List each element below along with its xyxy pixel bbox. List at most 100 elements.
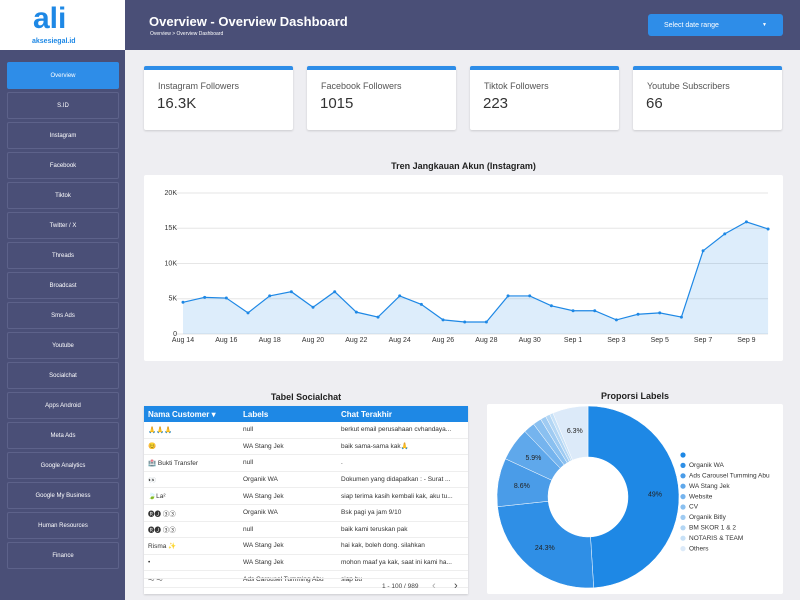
pie-slice <box>552 405 589 461</box>
table-row: • WA Stang Jek mohon maaf ya kak, saat ini… <box>144 554 468 572</box>
point <box>679 315 683 319</box>
point <box>506 294 510 298</box>
pie-chart-title: Proporsi Labels <box>600 391 670 401</box>
nav-item[interactable]: Threads <box>7 242 119 269</box>
slice-label: 8.6% <box>514 483 530 490</box>
point <box>701 249 705 253</box>
point <box>203 295 207 299</box>
nav-item[interactable]: Meta Ads <box>7 422 119 449</box>
legend-label: NOTARIS & TEAM <box>689 535 743 542</box>
point <box>268 294 272 298</box>
stat-card: Facebook Followers 1015 <box>307 66 456 130</box>
slice-label: 5.9% <box>525 455 541 462</box>
column-header: Labels <box>239 406 337 422</box>
legend-marker <box>680 462 686 468</box>
legend-marker <box>680 483 686 489</box>
nav-item[interactable]: Human Resources <box>7 512 119 539</box>
point <box>354 310 358 314</box>
table-cell: 🍃La² <box>144 487 239 505</box>
card-label: Youtube Subscribers <box>647 81 730 91</box>
y-tick-label: 0 <box>173 331 177 338</box>
legend-label: BM SKOR 1 & 2 <box>689 525 736 532</box>
legend-label: Others <box>689 545 709 552</box>
nav-item[interactable]: S.ID <box>7 92 119 119</box>
logo: ali aksesiegal.id <box>0 0 125 50</box>
table-cell: 👀 <box>144 471 239 489</box>
date-range-button[interactable]: Select date range ▼ <box>648 14 783 36</box>
point <box>333 290 337 294</box>
card-label: Instagram Followers <box>158 81 240 91</box>
nav-item[interactable]: Tiktok <box>7 182 119 209</box>
pagination: 1 - 100 / 989 ‹ › <box>144 578 468 594</box>
pie-slice <box>587 405 680 589</box>
dropdown-icon: ▼ <box>762 22 767 28</box>
nav-item[interactable]: Overview <box>7 62 119 89</box>
x-tick-label: Aug 22 <box>345 337 367 344</box>
nav-item[interactable]: Instagram <box>7 122 119 149</box>
point <box>723 232 727 236</box>
legend-label: Organik Bitly <box>689 514 727 521</box>
point <box>441 318 445 322</box>
table-row: 🅡🅙 ③③ null baik kami teruskan pak <box>144 521 468 539</box>
legend-label: CV <box>689 504 699 511</box>
table-cell: . <box>337 454 468 472</box>
table-cell: Organik WA <box>239 471 337 489</box>
x-tick-label: Aug 14 <box>172 337 194 344</box>
nav-item[interactable]: Google Analytics <box>7 452 119 479</box>
line <box>182 221 769 323</box>
table-cell: siap terima kasih kembali kak, aku tu... <box>337 487 468 505</box>
point <box>419 302 423 306</box>
table-row: ～ ～ Ads Carousel Tumming Abu siap bu <box>144 570 468 588</box>
table-row: 🏥 Bukti Transfer null. <box>144 454 468 472</box>
pagination-text: 1 - 100 / 989 <box>382 583 419 590</box>
table-cell: null <box>239 521 337 539</box>
table-cell: mohon maaf ya kak, saat ini kami ha... <box>337 554 468 572</box>
logo-brand: ali <box>33 2 67 35</box>
table-row: 👀 Organik WA Dokumen yang didapatkan : - S… <box>144 471 468 489</box>
line-chart-title: Tren Jangkauan Akun (Instagram) <box>391 161 536 171</box>
y-tick-label: 10K <box>165 260 178 267</box>
point <box>311 305 315 309</box>
next-page[interactable]: › <box>454 580 458 592</box>
sidebar: Overview S.ID Instagram Facebook Tiktok Twitt… <box>0 50 125 600</box>
point <box>593 309 597 313</box>
table-cell: baik kami teruskan pak <box>337 521 468 539</box>
nav-item[interactable]: Sms Ads <box>7 302 119 329</box>
table-cell: Dokumen yang didapatkan : - Surat ... <box>337 471 468 489</box>
point <box>224 296 228 300</box>
prev-page[interactable]: ‹ <box>432 580 436 592</box>
pie-chart: 49% 24.3% Organik WA 8.6% Ads Carousel Tummi… <box>487 404 783 594</box>
legend-label: Website <box>689 493 713 500</box>
table-cell: Risma ✨ <box>144 537 239 555</box>
table-title: Tabel Socialchat <box>270 392 342 402</box>
point <box>549 304 553 308</box>
nav-item[interactable]: Finance <box>7 542 119 569</box>
card-value: 66 <box>646 95 663 112</box>
nav-item[interactable]: Google My Business <box>7 482 119 509</box>
card-value: 223 <box>483 95 509 112</box>
nav-item[interactable]: Youtube <box>7 332 119 359</box>
table-cell: hai kak, boleh dong. silahkan <box>337 537 468 555</box>
table-cell: Ads Carousel Tumming Abu <box>239 570 337 588</box>
nav-item[interactable]: Broadcast <box>7 272 119 299</box>
slice-label: 24.3% <box>535 545 555 552</box>
nav-item[interactable]: Facebook <box>7 152 119 179</box>
legend-marker <box>680 525 686 531</box>
point <box>658 311 662 315</box>
legend-label: Ads Carousel Tumming Abu <box>689 473 770 480</box>
nav-item[interactable]: Apps Android <box>7 392 119 419</box>
card-value: 1015 <box>320 95 354 112</box>
legend-label: WA Stang Jek <box>689 483 730 490</box>
x-tick-label: Aug 18 <box>259 337 281 344</box>
header: Overview - Overview Dashboard Overview >… <box>125 0 800 50</box>
point <box>744 220 748 224</box>
nav-item[interactable]: Twitter / X <box>7 212 119 239</box>
legend-label: Organik WA <box>689 462 724 469</box>
legend-marker <box>680 494 686 500</box>
point <box>571 309 575 313</box>
x-tick-label: Aug 20 <box>302 337 324 344</box>
nav-item[interactable]: Socialchat <box>7 362 119 389</box>
table-cell: WA Stang Jek <box>239 487 337 505</box>
table-cell: WA Stang Jek <box>239 554 337 572</box>
